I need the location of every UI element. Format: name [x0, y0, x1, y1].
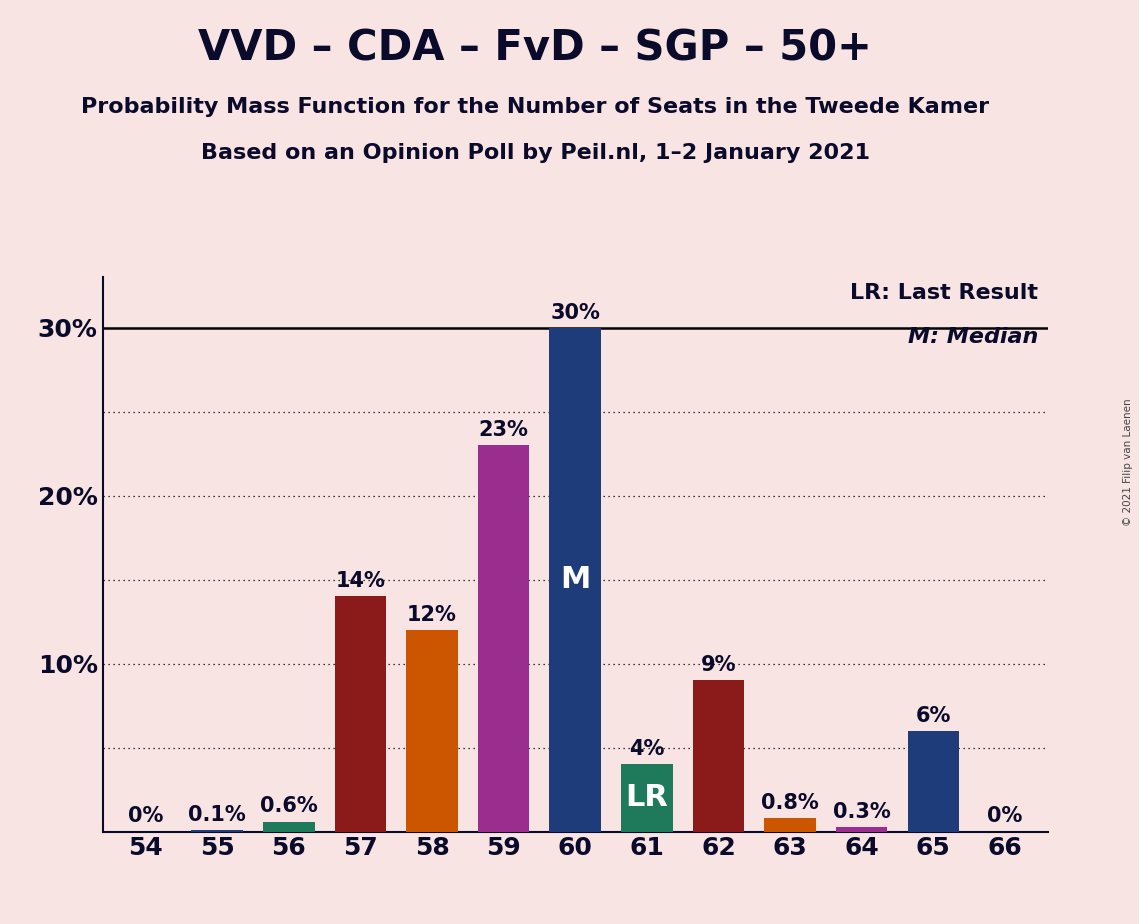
Bar	[836, 827, 887, 832]
Bar	[263, 821, 314, 832]
Bar	[693, 680, 744, 832]
Text: 0.1%: 0.1%	[188, 805, 246, 825]
Text: VVD – CDA – FvD – SGP – 50+: VVD – CDA – FvD – SGP – 50+	[198, 28, 872, 69]
Bar	[549, 328, 601, 832]
Text: Based on an Opinion Poll by Peil.nl, 1–2 January 2021: Based on an Opinion Poll by Peil.nl, 1–2…	[200, 143, 870, 164]
Bar	[908, 731, 959, 832]
Text: © 2021 Filip van Laenen: © 2021 Filip van Laenen	[1123, 398, 1133, 526]
Text: LR: Last Result: LR: Last Result	[851, 283, 1039, 303]
Bar	[764, 818, 816, 832]
Text: 12%: 12%	[407, 605, 457, 625]
Text: M: M	[560, 565, 590, 594]
Bar	[335, 596, 386, 832]
Bar	[191, 830, 243, 832]
Bar	[407, 630, 458, 832]
Text: 0%: 0%	[128, 806, 163, 826]
Text: 0.3%: 0.3%	[833, 801, 891, 821]
Text: 6%: 6%	[916, 706, 951, 725]
Text: 4%: 4%	[629, 739, 664, 760]
Text: 0.8%: 0.8%	[761, 793, 819, 813]
Bar	[477, 445, 530, 832]
Text: 0.6%: 0.6%	[260, 796, 318, 817]
Text: M: Median: M: Median	[908, 327, 1039, 347]
Text: LR: LR	[625, 784, 669, 812]
Bar	[621, 764, 673, 832]
Text: Probability Mass Function for the Number of Seats in the Tweede Kamer: Probability Mass Function for the Number…	[81, 97, 990, 117]
Text: 9%: 9%	[700, 655, 736, 675]
Text: 14%: 14%	[335, 571, 385, 591]
Text: 0%: 0%	[988, 806, 1023, 826]
Text: 23%: 23%	[478, 420, 528, 440]
Text: 30%: 30%	[550, 302, 600, 322]
